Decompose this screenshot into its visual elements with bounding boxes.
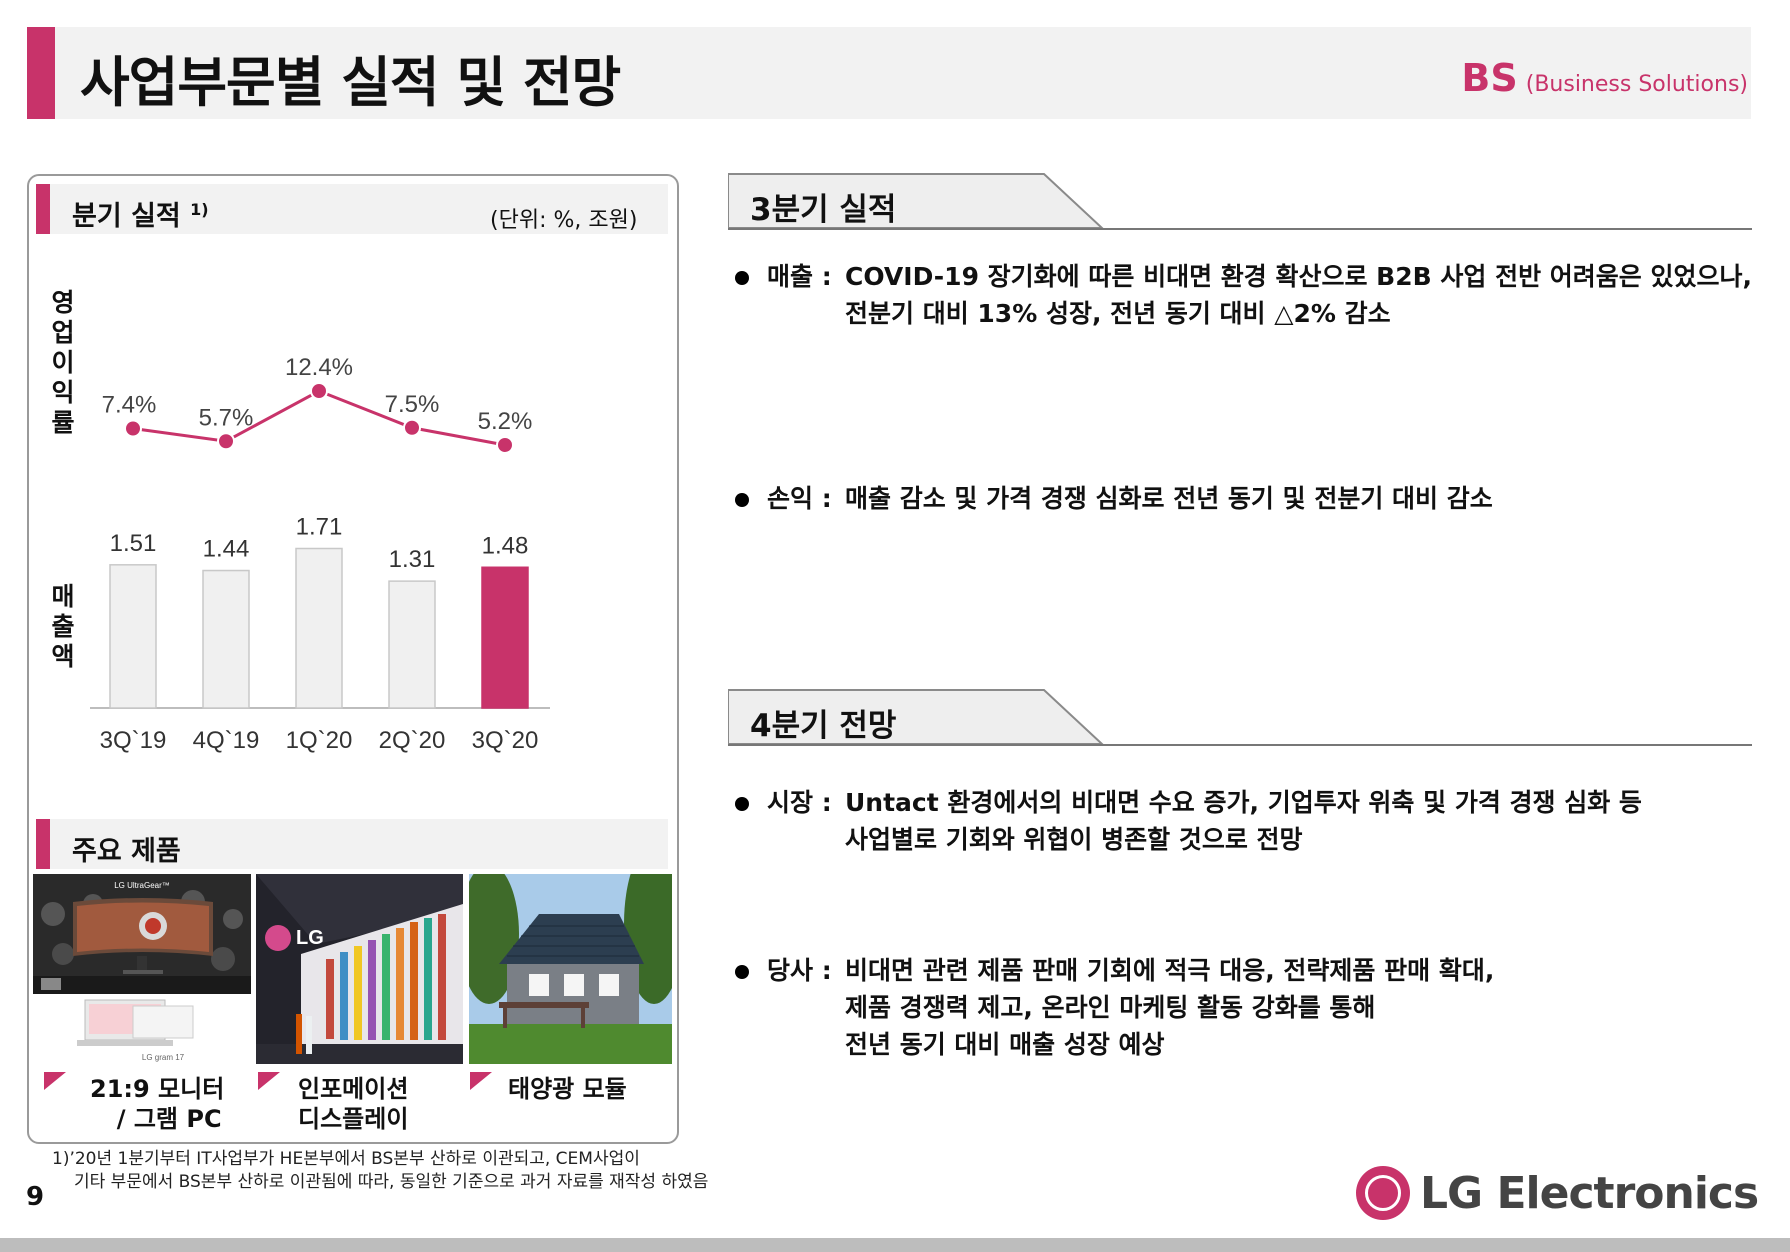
header-accent-bar xyxy=(27,27,55,119)
division-full-name: (Business Solutions) xyxy=(1525,72,1748,97)
page-title: 사업부문별 실적 및 전망 xyxy=(80,51,621,114)
unit-label: (단위: %, 조원) xyxy=(490,208,638,233)
information-display-image: LG xyxy=(256,874,463,1064)
op-margin-point xyxy=(403,418,421,437)
gram-brand-text: LG gram 17 xyxy=(142,1053,185,1062)
op-margin-value-label: 5.7% xyxy=(199,404,254,431)
op-margin-point xyxy=(310,382,328,400)
q3-sales-label: 매출 : xyxy=(767,262,832,291)
sales-bar xyxy=(109,564,157,709)
category-label: 3Q`20 xyxy=(472,727,539,754)
division-abbr: BS xyxy=(1461,56,1518,100)
sales-value-label: 1.44 xyxy=(203,536,250,563)
signage-brand-text: LG xyxy=(296,927,324,949)
company-logo: LG Electronics xyxy=(1356,1166,1759,1226)
sales-value-label: 1.71 xyxy=(296,514,343,541)
product-marker-icon xyxy=(258,1072,280,1090)
category-label: 3Q`19 xyxy=(100,727,167,754)
sales-value-label: 1.31 xyxy=(389,546,436,573)
section-accent-bar xyxy=(36,819,50,869)
solar-module-image xyxy=(469,874,672,1064)
product-label-monitor: 21:9 모니터 / 그램 PC xyxy=(90,1075,225,1133)
quarterly-results-title: 분기 실적 xyxy=(72,201,181,232)
bullet-icon xyxy=(735,271,749,285)
bottom-band xyxy=(0,1238,1790,1252)
op-margin-point xyxy=(496,436,514,454)
op-margin-value-label: 12.4% xyxy=(285,354,353,381)
sales-value-label: 1.51 xyxy=(110,530,157,557)
monitor-gram-image: LG UltraGear™ LG gram 17 xyxy=(33,874,251,1064)
q4-market-label: 시장 : xyxy=(767,788,832,817)
op-margin-value-label: 7.5% xyxy=(385,391,440,418)
section-accent-bar xyxy=(36,184,50,234)
op-margin-point xyxy=(124,419,142,438)
bullet-icon xyxy=(735,493,749,507)
q4-company-label: 당사 : xyxy=(767,956,832,985)
category-label: 1Q`20 xyxy=(286,727,353,754)
quarterly-chart: 1.51 3Q`19 1.44 4Q`19 1.71 1Q`20 1.31 2Q`20 1.48… xyxy=(90,354,550,754)
product-label-solar: 태양광 모듈 xyxy=(508,1075,627,1103)
sales-value-label: 1.48 xyxy=(482,532,529,559)
division-label: BS (Business Solutions) xyxy=(1461,56,1748,100)
op-margin-value-label: 5.2% xyxy=(478,408,533,435)
q4-outlook-header: 4분기 전망 xyxy=(728,688,1752,746)
bullet-icon xyxy=(735,965,749,979)
sales-bar xyxy=(202,569,250,709)
sales-bar xyxy=(481,566,529,709)
q4-outlook-title: 4분기 전망 xyxy=(750,708,897,744)
q3-results-title: 3분기 실적 xyxy=(750,192,897,228)
q4-market-item: 시장 : Untact 환경에서의 비대면 수요 증가, 기업투자 위축 및 가… xyxy=(735,784,1745,864)
category-label: 2Q`20 xyxy=(379,727,446,754)
products-header: 주요 제품 xyxy=(36,819,668,869)
sales-bar xyxy=(295,547,343,709)
footnote-mark: 1) xyxy=(190,200,209,219)
header-band xyxy=(27,27,1751,119)
q3-profit-label: 손익 : xyxy=(767,484,832,513)
lg-logo-icon xyxy=(1356,1166,1410,1220)
op-margin-point xyxy=(217,432,235,451)
monitor-brand-text: LG UltraGear™ xyxy=(114,881,170,890)
quarterly-results-header: 분기 실적 1) xyxy=(36,184,668,234)
products-title: 주요 제품 xyxy=(72,836,181,867)
q3-profit-item: 손익 : 매출 감소 및 가격 경쟁 심화로 전년 동기 및 전분기 대비 감소 xyxy=(735,480,1745,520)
left-panel xyxy=(27,174,679,1144)
product-marker-icon xyxy=(470,1072,492,1090)
footnote: 1)’20년 1분기부터 IT사업부가 HE본부에서 BS본부 산하로 이관되고… xyxy=(52,1149,709,1192)
product-marker-icon xyxy=(44,1072,66,1090)
q3-sales-item: 매출 : COVID-19 장기화에 따른 비대면 환경 확산으로 B2B 사업… xyxy=(735,258,1752,338)
product-label-display: 인포메이션 디스플레이 xyxy=(298,1075,409,1133)
sales-bar xyxy=(388,580,436,709)
bullet-icon xyxy=(735,797,749,811)
company-name: LG Electronics xyxy=(1420,1168,1759,1219)
page-number: 9 xyxy=(26,1182,45,1212)
q4-company-item: 당사 : 비대면 관련 제품 판매 기회에 적극 대응, 전략제품 판매 확대,… xyxy=(735,952,1745,1072)
q3-results-header: 3분기 실적 xyxy=(728,172,1752,230)
op-margin-value-label: 7.4% xyxy=(102,392,157,419)
category-label: 4Q`19 xyxy=(193,727,260,754)
